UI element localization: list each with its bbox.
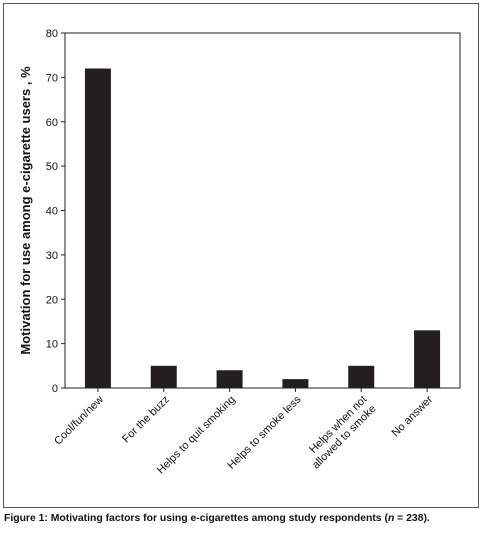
y-tick-label: 60 bbox=[46, 117, 58, 129]
y-tick-label: 80 bbox=[46, 28, 58, 40]
caption-prefix: Figure 1: Motivating factors for using e… bbox=[4, 513, 388, 524]
y-tick-label: 50 bbox=[46, 161, 58, 173]
y-axis-label: Motivation for use among e-cigarette use… bbox=[18, 66, 33, 355]
x-tick-label-line: For the buzz bbox=[120, 394, 172, 446]
caption-suffix: = 238). bbox=[394, 513, 430, 524]
bar bbox=[84, 68, 111, 388]
bar bbox=[150, 365, 177, 388]
bar bbox=[414, 330, 441, 388]
bar bbox=[216, 370, 243, 388]
x-tick-label-line: Cool/fun/new bbox=[52, 394, 106, 448]
bar bbox=[348, 365, 375, 388]
y-tick-label: 20 bbox=[46, 294, 58, 306]
y-tick-label: 30 bbox=[46, 250, 58, 262]
x-tick-label: For the buzz bbox=[120, 394, 172, 446]
plot-area bbox=[64, 32, 461, 389]
x-tick-label: Cool/fun/new bbox=[52, 394, 106, 448]
bar-chart: 0 10 20 30 40 50 60 70 80 Motivation for use amon… bbox=[18, 28, 461, 476]
y-tick-label: 40 bbox=[46, 206, 58, 218]
y-tick-label: 10 bbox=[46, 339, 58, 351]
caption-n-symbol: n bbox=[387, 513, 395, 524]
figure-caption: Figure 1: Motivating factors for using e… bbox=[4, 513, 482, 524]
x-tick-label: Helps when notallowed to smoke bbox=[301, 394, 379, 472]
figure-frame bbox=[3, 3, 479, 508]
x-tick-label-line: Helps to smoke less bbox=[225, 393, 303, 471]
x-tick-label-line: No answer bbox=[390, 393, 436, 439]
x-tick-label: Helps to smoke less bbox=[225, 393, 303, 471]
x-tick-label: No answer bbox=[390, 393, 436, 439]
y-tick-label: 70 bbox=[46, 72, 58, 84]
bar bbox=[282, 379, 309, 388]
y-tick-label: 0 bbox=[52, 383, 58, 395]
